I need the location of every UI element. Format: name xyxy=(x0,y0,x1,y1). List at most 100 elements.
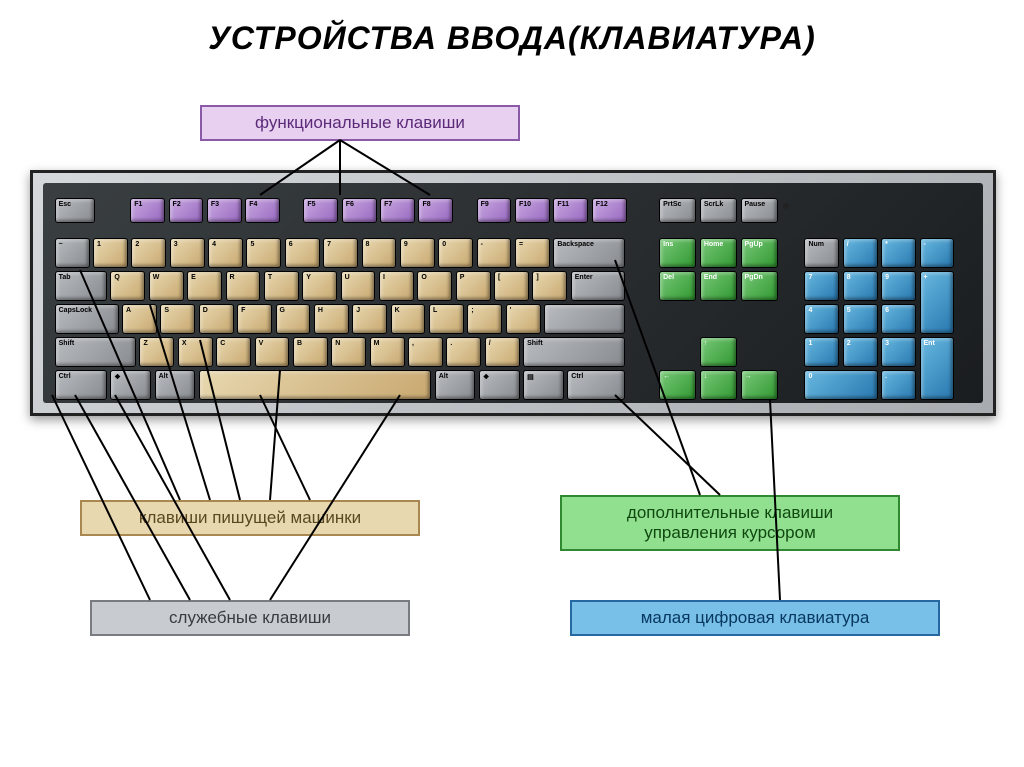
key-↓: ↓ xyxy=(700,370,737,400)
key-2: 2 xyxy=(131,238,166,268)
key-F10: F10 xyxy=(515,198,550,223)
key-5: 5 xyxy=(843,304,878,334)
key-Num: Num xyxy=(804,238,839,268)
key-F6: F6 xyxy=(342,198,377,223)
key-R: R xyxy=(226,271,261,301)
key-Enter: Enter xyxy=(571,271,626,301)
key-▤: ▤ xyxy=(523,370,564,400)
key-F3: F3 xyxy=(207,198,242,223)
key-]: ] xyxy=(532,271,567,301)
key-A: A xyxy=(122,304,157,334)
key-PrtSc: PrtSc xyxy=(659,198,696,223)
key-Home: Home xyxy=(700,238,737,268)
key-F5: F5 xyxy=(303,198,338,223)
key-*: * xyxy=(881,238,916,268)
key-F4: F4 xyxy=(245,198,280,223)
key-Pause: Pause xyxy=(741,198,778,223)
key-Alt: Alt xyxy=(155,370,196,400)
key-9: 9 xyxy=(881,271,916,301)
keyboard: Esc F1F2F3F4 F5F6F7F8 F9F10F11F12 PrtScScrLk… xyxy=(30,170,996,416)
key-N: N xyxy=(331,337,366,367)
label-service-keys: служебные клавиши xyxy=(90,600,410,636)
key-7: 7 xyxy=(804,271,839,301)
key-~: ~ xyxy=(55,238,90,268)
key-F8: F8 xyxy=(418,198,453,223)
key-Z: Z xyxy=(139,337,174,367)
key-8: 8 xyxy=(362,238,397,268)
key-ScrLk: ScrLk xyxy=(700,198,737,223)
key-Ctrl: Ctrl xyxy=(567,370,625,400)
key-0: 0 xyxy=(804,370,877,400)
key-E: E xyxy=(187,271,222,301)
key-/: / xyxy=(843,238,878,268)
key--: - xyxy=(920,238,955,268)
key-❖: ❖ xyxy=(479,370,520,400)
key-/: / xyxy=(485,337,520,367)
key-Q: Q xyxy=(110,271,145,301)
key-End: End xyxy=(700,271,737,301)
key-;: ; xyxy=(467,304,502,334)
key-C: C xyxy=(216,337,251,367)
key-L: L xyxy=(429,304,464,334)
key-=: = xyxy=(515,238,550,268)
key-blank xyxy=(544,304,625,334)
key-Shift: Shift xyxy=(523,337,625,367)
label-functional-keys: функциональные клавиши xyxy=(200,105,520,141)
key-F1: F1 xyxy=(130,198,165,223)
key-': ' xyxy=(506,304,541,334)
key-F12: F12 xyxy=(592,198,627,223)
key-+: + xyxy=(920,271,955,334)
key-6: 6 xyxy=(881,304,916,334)
key-Y: Y xyxy=(302,271,337,301)
key-F2: F2 xyxy=(169,198,204,223)
key-,: , xyxy=(408,337,443,367)
key-←: ← xyxy=(659,370,696,400)
key-P: P xyxy=(456,271,491,301)
key-Ent: Ent xyxy=(920,337,955,400)
key-blank xyxy=(199,370,432,400)
key-3: 3 xyxy=(170,238,205,268)
key-[: [ xyxy=(494,271,529,301)
key-K: K xyxy=(391,304,426,334)
key-4: 4 xyxy=(804,304,839,334)
key-G: G xyxy=(276,304,311,334)
label-numpad-keys: малая цифровая клавиатура xyxy=(570,600,940,636)
key-5: 5 xyxy=(246,238,281,268)
key-6: 6 xyxy=(285,238,320,268)
page-title: УСТРОЙСТВА ВВОДА(КЛАВИАТУРА) xyxy=(0,0,1024,57)
key-CapsLock: CapsLock xyxy=(55,304,119,334)
key-O: O xyxy=(417,271,452,301)
key-J: J xyxy=(352,304,387,334)
key-B: B xyxy=(293,337,328,367)
key-1: 1 xyxy=(804,337,839,367)
key-PgUp: PgUp xyxy=(741,238,778,268)
key-1: 1 xyxy=(93,238,128,268)
key-❖: ❖ xyxy=(110,370,151,400)
key--: - xyxy=(477,238,512,268)
led-scrolllock xyxy=(783,203,789,209)
key-Tab: Tab xyxy=(55,271,107,301)
key-F11: F11 xyxy=(553,198,588,223)
key-F7: F7 xyxy=(380,198,415,223)
key-I: I xyxy=(379,271,414,301)
key-U: U xyxy=(341,271,376,301)
label-typewriter-keys: клавиши пишущей машинки xyxy=(80,500,420,536)
key-.: . xyxy=(446,337,481,367)
key-H: H xyxy=(314,304,349,334)
key-8: 8 xyxy=(843,271,878,301)
label-cursor-keys: дополнительные клавиши управления курсор… xyxy=(560,495,900,551)
key-4: 4 xyxy=(208,238,243,268)
key-Ctrl: Ctrl xyxy=(55,370,107,400)
key-X: X xyxy=(178,337,213,367)
key-Backspace: Backspace xyxy=(553,238,625,268)
key-7: 7 xyxy=(323,238,358,268)
key-F9: F9 xyxy=(477,198,512,223)
key-S: S xyxy=(160,304,195,334)
key-9: 9 xyxy=(400,238,435,268)
key-Del: Del xyxy=(659,271,696,301)
key-Alt: Alt xyxy=(435,370,476,400)
key-Esc: Esc xyxy=(55,198,96,223)
key-3: 3 xyxy=(881,337,916,367)
key-↑: ↑ xyxy=(700,337,737,367)
key-PgDn: PgDn xyxy=(741,271,778,301)
